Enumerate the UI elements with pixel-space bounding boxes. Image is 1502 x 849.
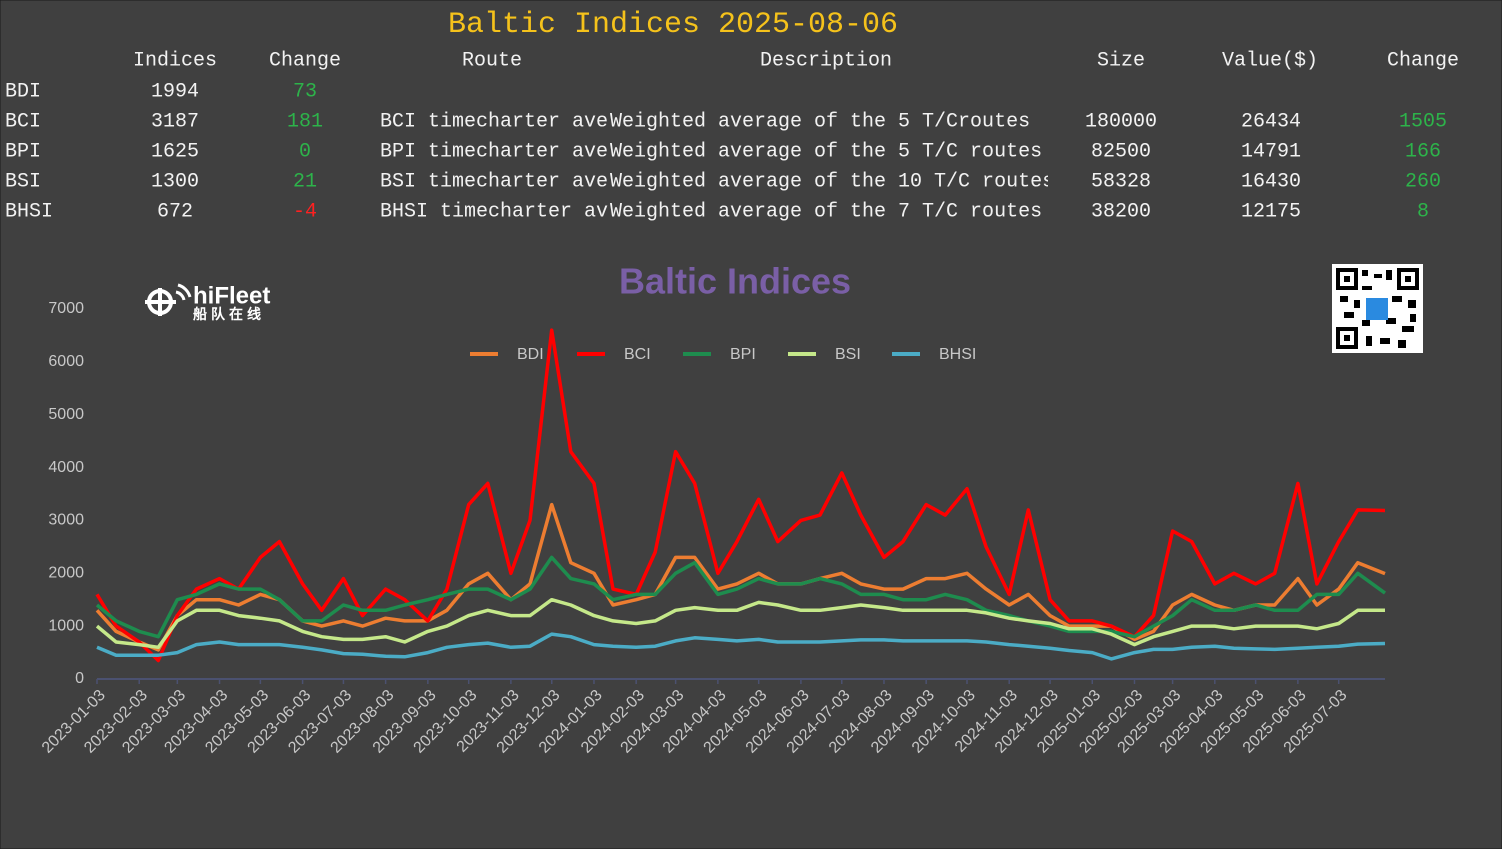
table-cell: 8 xyxy=(1417,200,1429,223)
table-cell: Weighted average of the 5 T/C routes xyxy=(610,140,1042,163)
table-cell: BSI timecharter ave xyxy=(380,170,608,193)
logo: hiFleet 船队在线 xyxy=(145,282,270,323)
y-tick-label: 3000 xyxy=(48,512,84,529)
table-cell: BCI timecharter ave xyxy=(380,110,608,133)
table-cell: 0 xyxy=(299,140,311,163)
table-cell: 180000 xyxy=(1085,110,1157,133)
table-cell: 1505 xyxy=(1399,110,1447,133)
series-line xyxy=(95,328,1386,663)
series-line xyxy=(96,632,1386,661)
table-cell: 1300 xyxy=(151,170,199,193)
column-header: Change xyxy=(1387,49,1459,72)
series-line xyxy=(95,555,1387,639)
table-cell: 16430 xyxy=(1241,170,1301,193)
qr-code xyxy=(1332,264,1423,353)
legend-label: BSI xyxy=(835,346,861,363)
table-cell: 166 xyxy=(1405,140,1441,163)
legend-label: BPI xyxy=(730,346,756,363)
y-tick-label: 0 xyxy=(75,670,84,687)
column-header: Value($) xyxy=(1222,49,1318,72)
table-cell: 12175 xyxy=(1241,200,1301,223)
column-header: Description xyxy=(760,49,892,72)
table-cell: BPI timecharter ave xyxy=(380,140,608,163)
column-header: Change xyxy=(269,49,341,72)
table-cell: 38200 xyxy=(1091,200,1151,223)
table-cell: 3187 xyxy=(151,110,199,133)
table-cell: 82500 xyxy=(1091,140,1151,163)
table-cell: 1625 xyxy=(151,140,199,163)
table-cell: 73 xyxy=(293,80,317,103)
row-label: BPI xyxy=(5,140,41,163)
row-label: BCI xyxy=(5,110,41,133)
legend-label: BDI xyxy=(517,346,544,363)
logo-tagline: 船队在线 xyxy=(193,306,265,323)
y-tick-label: 5000 xyxy=(48,406,84,423)
table-cell: Weighted average of the 7 T/C routes xyxy=(610,200,1042,223)
table-cell: 21 xyxy=(293,170,317,193)
row-label: BHSI xyxy=(5,200,53,223)
y-tick-label: 1000 xyxy=(48,617,84,634)
y-tick-label: 4000 xyxy=(48,459,84,476)
table-cell: Weighted average of the 10 T/C routes xyxy=(610,170,1054,193)
table-title: Baltic Indices 2025-08-06 xyxy=(448,8,898,42)
column-header: Indices xyxy=(133,49,217,72)
column-header: Size xyxy=(1097,49,1145,72)
chart-title: Baltic Indices xyxy=(619,261,851,302)
y-tick-label: 2000 xyxy=(48,565,84,582)
legend-label: BCI xyxy=(624,346,651,363)
table-cell: -4 xyxy=(293,200,317,223)
table-cell: 260 xyxy=(1405,170,1441,193)
row-label: BDI xyxy=(5,80,41,103)
legend-label: BHSI xyxy=(939,346,976,363)
table-cell: 26434 xyxy=(1241,110,1301,133)
table-cell: 181 xyxy=(287,110,323,133)
table-cell: BHSI timecharter av xyxy=(380,200,608,223)
table-cell: Weighted average of the 5 T/Croutes xyxy=(610,110,1030,133)
y-tick-label: 6000 xyxy=(48,353,84,370)
table-cell: 1994 xyxy=(151,80,199,103)
row-label: BSI xyxy=(5,170,41,193)
logo-name: hiFleet xyxy=(193,282,270,309)
table-cell: 58328 xyxy=(1091,170,1151,193)
series-line xyxy=(95,597,1385,650)
table-cell: 14791 xyxy=(1241,140,1301,163)
y-tick-label: 7000 xyxy=(48,300,84,317)
table-cell: 672 xyxy=(157,200,193,223)
column-header: Route xyxy=(462,49,522,72)
